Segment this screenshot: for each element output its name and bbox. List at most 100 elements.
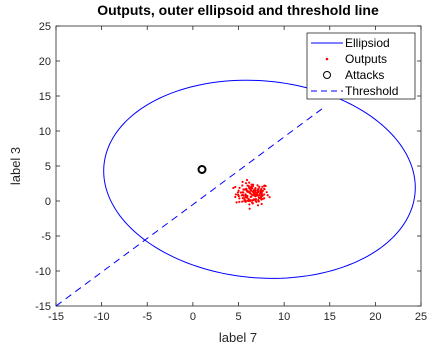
x-tick-label: 15 [324, 311, 336, 323]
output-point [250, 189, 253, 192]
x-tick-label: -5 [142, 311, 152, 323]
x-tick-label: -10 [94, 311, 110, 323]
output-point [235, 201, 238, 204]
legend-outputs-label: Outputs [345, 52, 387, 66]
x-tick-label: 20 [369, 311, 381, 323]
output-point [244, 193, 247, 196]
x-tick-label: -15 [48, 311, 64, 323]
output-point [251, 185, 254, 188]
x-tick-label: 10 [278, 311, 290, 323]
output-point [263, 193, 266, 196]
output-point [257, 198, 260, 202]
output-point [261, 189, 264, 193]
output-point [260, 191, 263, 195]
legend-threshold-label: Threshold [345, 84, 398, 98]
output-point [237, 193, 240, 196]
output-point [248, 181, 251, 184]
output-point [238, 186, 241, 190]
output-point [261, 197, 264, 200]
y-tick-label: 5 [45, 161, 51, 173]
output-point [250, 193, 253, 196]
output-point [263, 187, 266, 190]
output-point [260, 202, 263, 206]
output-point [241, 200, 244, 203]
output-point [238, 200, 241, 203]
output-point [232, 186, 235, 190]
output-point [256, 193, 259, 196]
y-tick-labels: -15 -10 -5 0 5 10 15 20 25 [35, 21, 51, 313]
y-tick-label: 0 [45, 196, 51, 208]
output-point [248, 203, 251, 206]
output-point [261, 185, 264, 188]
x-axis-label: label 7 [219, 330, 257, 345]
legend: Ellipsiod Outputs Attacks Threshold [306, 32, 416, 100]
y-tick-label: 25 [39, 21, 51, 33]
threshold-line [56, 106, 326, 306]
output-point [236, 191, 240, 194]
output-point [246, 184, 249, 187]
legend-box [306, 32, 416, 100]
output-point [254, 198, 258, 201]
output-point [244, 182, 248, 185]
output-point [242, 194, 245, 197]
output-point [256, 184, 259, 187]
output-point [249, 187, 252, 190]
ellipsoid-curve [103, 79, 416, 279]
legend-attacks-swatch [323, 71, 331, 79]
chart-title: Outputs, outer ellipsoid and threshold l… [97, 2, 379, 18]
y-axis-label: label 3 [8, 147, 23, 185]
output-point [243, 188, 246, 191]
output-point [257, 190, 260, 193]
output-point [234, 195, 237, 199]
output-point [254, 193, 257, 197]
output-point [251, 202, 254, 205]
legend-outputs-swatch [325, 57, 329, 61]
output-point [252, 199, 255, 202]
output-point [254, 187, 257, 190]
output-point [239, 191, 242, 194]
axis-ticks [55, 25, 422, 307]
output-point [250, 183, 253, 186]
plot-content [56, 79, 416, 306]
output-point [237, 189, 240, 192]
output-point [244, 195, 247, 198]
output-point [246, 190, 249, 193]
x-tick-label: 0 [190, 311, 196, 323]
output-point [243, 199, 246, 202]
output-point [248, 199, 252, 202]
output-point [246, 196, 249, 199]
output-point [238, 197, 241, 200]
x-tick-label: 25 [415, 311, 427, 323]
y-tick-label: 10 [39, 126, 51, 138]
y-tick-label: -10 [35, 266, 51, 278]
output-point [266, 194, 269, 197]
output-point [252, 191, 255, 194]
y-tick-label: 15 [39, 91, 51, 103]
output-point [257, 187, 260, 190]
output-point [248, 207, 251, 210]
x-tick-label: 5 [235, 311, 241, 323]
output-point [241, 180, 244, 183]
output-point [234, 185, 237, 189]
output-point [246, 194, 249, 198]
output-point [259, 196, 263, 199]
legend-attacks-label: Attacks [345, 68, 384, 82]
y-tick-label: -15 [35, 301, 51, 313]
legend-ellipsoid-label: Ellipsiod [345, 36, 390, 50]
output-point [265, 191, 268, 194]
output-point [241, 197, 244, 200]
output-point [241, 184, 244, 187]
y-tick-label: -5 [41, 231, 51, 243]
x-tick-labels: -15 -10 -5 0 5 10 15 20 25 [48, 311, 427, 323]
output-point [245, 178, 249, 182]
output-point [258, 185, 261, 188]
y-tick-label: 20 [39, 56, 51, 68]
output-point [256, 204, 260, 207]
output-point [268, 196, 271, 199]
output-point [261, 194, 264, 197]
output-point [234, 193, 237, 196]
attack-marker [197, 165, 207, 174]
output-point [250, 195, 253, 198]
output-point [263, 184, 266, 187]
